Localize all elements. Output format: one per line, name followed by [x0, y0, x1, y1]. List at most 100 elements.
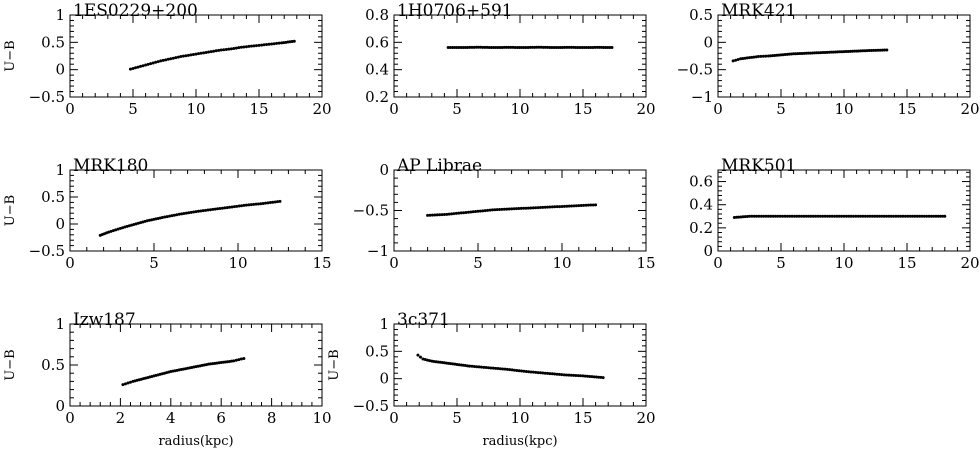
y-tick-label: 0 — [379, 370, 389, 388]
data-point — [570, 204, 574, 208]
data-point — [447, 212, 451, 216]
data-point — [242, 203, 246, 207]
data-point — [563, 45, 567, 49]
data-point — [184, 211, 188, 215]
data-point — [795, 214, 799, 218]
data-point — [548, 372, 552, 376]
data-point — [837, 214, 841, 218]
y-tick-label: 0.6 — [689, 173, 713, 191]
data-point — [856, 214, 860, 218]
data-point — [830, 214, 834, 218]
data-point — [552, 46, 556, 50]
data-point — [181, 54, 185, 58]
data-point — [565, 204, 569, 208]
data-point — [199, 209, 203, 213]
x-tick-label: 5 — [128, 100, 138, 118]
data-point — [116, 227, 120, 231]
data-point — [209, 50, 213, 54]
data-point — [821, 51, 825, 55]
data-point — [745, 56, 749, 60]
data-point — [528, 45, 532, 49]
y-tick-label: 0.8 — [365, 6, 389, 24]
data-point — [537, 45, 541, 49]
data-point — [159, 59, 163, 63]
data-point — [584, 46, 588, 50]
data-point — [164, 58, 168, 62]
data-point — [821, 214, 825, 218]
data-point — [748, 56, 751, 60]
data-point — [565, 45, 569, 49]
data-point — [827, 50, 831, 54]
data-point — [853, 49, 856, 53]
data-point — [582, 203, 586, 207]
y-axis-label: U−B — [3, 40, 18, 71]
data-point — [265, 43, 269, 47]
x-axis-label: radius(kpc) — [482, 434, 557, 449]
data-point — [262, 43, 266, 47]
data-point — [239, 357, 243, 361]
data-point — [562, 373, 566, 377]
data-point — [868, 214, 872, 218]
data-point — [512, 368, 516, 372]
data-point — [732, 215, 736, 219]
data-point — [572, 204, 576, 208]
data-point — [445, 212, 449, 216]
data-point — [168, 214, 172, 218]
x-tick-label: 10 — [186, 100, 205, 118]
data-point — [526, 45, 530, 49]
data-point — [472, 365, 476, 368]
panel-title: 1ES0229+200 — [73, 1, 198, 21]
y-axis-label: U−B — [3, 195, 18, 226]
data-point — [555, 205, 559, 209]
data-point — [880, 214, 884, 218]
x-tick-label: 4 — [166, 409, 176, 427]
data-point — [599, 375, 603, 379]
data-point — [859, 49, 863, 53]
data-point — [237, 46, 241, 50]
data-point — [435, 213, 439, 217]
data-point — [878, 48, 882, 52]
y-tick-label: 0 — [55, 397, 65, 415]
x-tick-label: 10 — [510, 100, 529, 118]
data-point — [877, 214, 881, 218]
x-tick-label: 15 — [897, 100, 916, 118]
data-point — [527, 370, 531, 374]
data-point — [468, 364, 472, 368]
data-point — [477, 365, 481, 369]
data-point — [496, 367, 500, 371]
y-tick-label: 0.4 — [689, 196, 713, 214]
data-point — [576, 374, 580, 378]
data-point — [736, 57, 740, 61]
data-point — [476, 45, 480, 49]
data-point — [244, 203, 248, 207]
data-point — [530, 45, 534, 49]
data-point — [517, 369, 521, 373]
y-tick-label: 0.2 — [365, 88, 389, 106]
data-point — [510, 368, 514, 372]
data-point — [543, 45, 547, 49]
data-point — [466, 45, 470, 49]
data-point — [189, 53, 193, 57]
plot-frame — [393, 323, 647, 407]
data-point — [825, 214, 829, 218]
data-point — [519, 206, 523, 210]
data-point — [834, 50, 838, 54]
data-point — [922, 214, 926, 218]
data-point — [554, 46, 558, 50]
data-point — [194, 210, 198, 214]
data-point — [481, 209, 485, 213]
y-tick-label: 0 — [55, 215, 65, 233]
data-point — [242, 45, 246, 49]
data-point — [218, 206, 222, 210]
data-point — [213, 207, 217, 211]
data-point — [802, 51, 806, 55]
data-point — [559, 45, 562, 49]
x-tick-label: 10 — [834, 254, 853, 272]
x-tick-label: 0 — [65, 100, 75, 118]
data-point — [840, 50, 844, 54]
data-point — [207, 50, 211, 54]
data-point — [483, 45, 487, 49]
data-point — [440, 213, 444, 217]
y-tick-label: −0.5 — [353, 202, 389, 220]
y-tick-label: 0.2 — [689, 219, 713, 237]
